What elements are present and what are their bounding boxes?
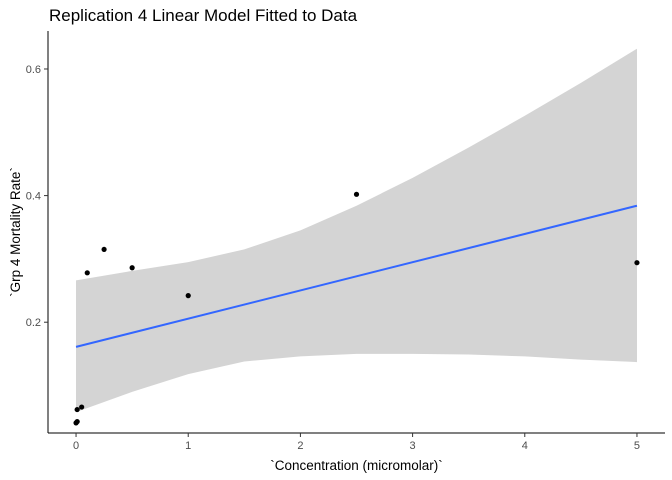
data-point [101, 246, 107, 253]
x-axis-title: `Concentration (micromolar)` [270, 458, 443, 473]
fit-line [75, 204, 638, 348]
x-tick-label: 4 [522, 440, 528, 452]
x-tick-label: 1 [185, 440, 191, 452]
data-point [84, 270, 90, 276]
y-tick-label: 0.4 [26, 191, 41, 203]
data-point [74, 419, 80, 425]
chart-title: Replication 4 Linear Model Fitted to Dat… [49, 6, 358, 25]
data-point [79, 404, 85, 410]
confidence-band [76, 48, 637, 413]
x-tick-label: 5 [634, 440, 640, 452]
y-tick-label: 0.6 [26, 64, 41, 76]
data-point [74, 406, 80, 413]
data-points-layer [73, 191, 640, 426]
data-point [129, 265, 135, 271]
x-tick-label: 0 [73, 440, 79, 452]
confidence-band-layer [76, 48, 637, 413]
data-point [634, 260, 640, 266]
y-axis-title: `Grp 4 Mortality Rate` [8, 167, 23, 297]
axes-layer: 0 1 2 3 4 5 0.2 0.4 0.6 `Concentration (micromola… [8, 31, 665, 473]
data-point [353, 191, 360, 197]
data-point [185, 293, 191, 299]
x-tick-label: 3 [410, 440, 416, 452]
fit-line-layer [75, 204, 638, 348]
y-tick-label: 0.2 [26, 317, 41, 329]
x-tick-label: 2 [297, 440, 303, 452]
